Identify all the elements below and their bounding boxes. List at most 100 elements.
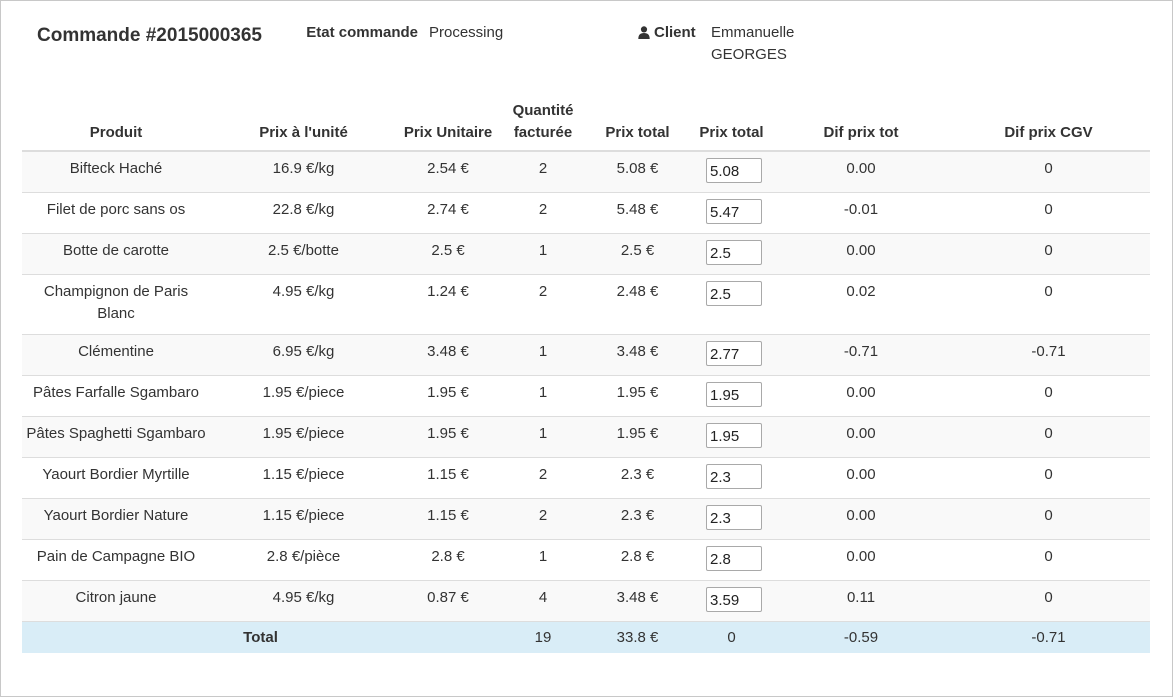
cell-dif-prix-cgv: 0 xyxy=(947,274,1150,335)
header-prix-total: Prix total xyxy=(587,100,688,152)
table-row: Pâtes Spaghetti Sgambaro 1.95 €/piece 1.95… xyxy=(22,416,1150,458)
cell-prix-total-input xyxy=(688,416,775,458)
cell-prix-total-input xyxy=(688,457,775,499)
prix-total-input[interactable] xyxy=(706,546,762,571)
cell-dif-prix-cgv: 0 xyxy=(947,233,1150,275)
cell-produit[interactable]: Filet de porc sans os xyxy=(22,192,210,234)
cell-produit[interactable]: Pâtes Farfalle Sgambaro xyxy=(22,375,210,417)
order-title: Commande #2015000365 xyxy=(37,25,262,46)
cell-prix-unitaire: 0.87 € xyxy=(397,580,499,622)
total-prix-total: 33.8 € xyxy=(587,621,688,653)
cell-prix-total-input xyxy=(688,375,775,417)
order-status-value: Processing xyxy=(429,24,504,41)
client-name: Emmanuelle GEORGES xyxy=(711,24,795,63)
prix-total-input[interactable] xyxy=(706,240,762,265)
cell-dif-prix-tot: 0.00 xyxy=(775,375,947,417)
cell-produit[interactable]: Champignon de Paris Blanc xyxy=(22,274,210,335)
cell-dif-prix-tot: 0.00 xyxy=(775,457,947,499)
header-prix-total-edit: Prix total xyxy=(688,100,775,152)
cell-prix-unite: 22.8 €/kg xyxy=(210,192,397,234)
cell-quantite: 1 xyxy=(499,539,587,581)
prix-total-input[interactable] xyxy=(706,505,762,530)
total-label: Total xyxy=(22,621,499,653)
cell-dif-prix-cgv: 0 xyxy=(947,498,1150,540)
cell-dif-prix-tot: 0.00 xyxy=(775,233,947,275)
cell-prix-unite: 2.5 €/botte xyxy=(210,233,397,275)
cell-produit[interactable]: Yaourt Bordier Nature xyxy=(22,498,210,540)
table-row: Yaourt Bordier Myrtille 1.15 €/piece 1.15 … xyxy=(22,457,1150,499)
cell-prix-unitaire: 2.54 € xyxy=(397,150,499,193)
cell-prix-total-input xyxy=(688,233,775,275)
cell-prix-total: 3.48 € xyxy=(587,334,688,376)
cell-dif-prix-tot: 0.00 xyxy=(775,416,947,458)
header-prix-unitaire: Prix Unitaire xyxy=(397,100,499,152)
cell-produit[interactable]: Yaourt Bordier Myrtille xyxy=(22,457,210,499)
cell-prix-total: 1.95 € xyxy=(587,375,688,417)
cell-prix-unitaire: 1.24 € xyxy=(397,274,499,335)
cell-prix-total: 2.3 € xyxy=(587,498,688,540)
cell-produit[interactable]: Bifteck Haché xyxy=(22,150,210,193)
prix-total-input[interactable] xyxy=(706,199,762,224)
table-row: Pain de Campagne BIO 2.8 €/pièce 2.8 €1 2.8… xyxy=(22,539,1150,581)
cell-prix-unitaire: 1.15 € xyxy=(397,498,499,540)
client-label-text: Client xyxy=(654,24,696,41)
order-lines-table: Produit Prix à l'unité Prix Unitaire Qua… xyxy=(22,100,1150,653)
client-label: Client xyxy=(638,24,696,41)
cell-prix-total-input xyxy=(688,580,775,622)
prix-total-input[interactable] xyxy=(706,341,762,366)
cell-produit[interactable]: Pâtes Spaghetti Sgambaro xyxy=(22,416,210,458)
cell-prix-unitaire: 3.48 € xyxy=(397,334,499,376)
cell-prix-unitaire: 2.74 € xyxy=(397,192,499,234)
total-dif-prix-cgv: -0.71 xyxy=(947,621,1150,653)
cell-prix-total: 1.95 € xyxy=(587,416,688,458)
cell-dif-prix-tot: 0.02 xyxy=(775,274,947,335)
total-quantite: 19 xyxy=(499,621,587,653)
cell-dif-prix-tot: -0.71 xyxy=(775,334,947,376)
cell-quantite: 1 xyxy=(499,233,587,275)
cell-quantite: 2 xyxy=(499,457,587,499)
cell-prix-total-input xyxy=(688,498,775,540)
cell-produit[interactable]: Botte de carotte xyxy=(22,233,210,275)
cell-dif-prix-cgv: 0 xyxy=(947,580,1150,622)
cell-dif-prix-cgv: -0.71 xyxy=(947,334,1150,376)
table-header-row: Produit Prix à l'unité Prix Unitaire Qua… xyxy=(22,100,1150,152)
user-icon xyxy=(638,26,650,39)
prix-total-input[interactable] xyxy=(706,158,762,183)
prix-total-input[interactable] xyxy=(706,587,762,612)
cell-dif-prix-tot: 0.00 xyxy=(775,498,947,540)
cell-produit[interactable]: Citron jaune xyxy=(22,580,210,622)
cell-dif-prix-cgv: 0 xyxy=(947,416,1150,458)
prix-total-input[interactable] xyxy=(706,423,762,448)
cell-dif-prix-tot: 0.11 xyxy=(775,580,947,622)
table-row: Pâtes Farfalle Sgambaro 1.95 €/piece 1.95 … xyxy=(22,375,1150,417)
header-dif-prix-cgv: Dif prix CGV xyxy=(947,100,1150,152)
order-status-label: Etat commande xyxy=(306,24,418,41)
cell-dif-prix-cgv: 0 xyxy=(947,192,1150,234)
cell-dif-prix-tot: 0.00 xyxy=(775,539,947,581)
cell-prix-total: 5.08 € xyxy=(587,150,688,193)
cell-prix-total: 3.48 € xyxy=(587,580,688,622)
prix-total-input[interactable] xyxy=(706,382,762,407)
header-quantite: Quantité facturée xyxy=(499,100,587,152)
cell-prix-unitaire: 1.95 € xyxy=(397,416,499,458)
table-row: Champignon de Paris Blanc 4.95 €/kg 1.24 €… xyxy=(22,274,1150,335)
cell-prix-unite: 1.15 €/piece xyxy=(210,498,397,540)
cell-dif-prix-cgv: 0 xyxy=(947,539,1150,581)
prix-total-input[interactable] xyxy=(706,281,762,306)
cell-quantite: 1 xyxy=(499,375,587,417)
cell-quantite: 2 xyxy=(499,150,587,193)
cell-produit[interactable]: Pain de Campagne BIO xyxy=(22,539,210,581)
cell-quantite: 2 xyxy=(499,274,587,335)
table-row: Yaourt Bordier Nature 1.15 €/piece 1.15 € 2… xyxy=(22,498,1150,540)
cell-quantite: 2 xyxy=(499,192,587,234)
cell-prix-unite: 2.8 €/pièce xyxy=(210,539,397,581)
total-prix-total-edit: 0 xyxy=(688,621,775,653)
cell-produit[interactable]: Clémentine xyxy=(22,334,210,376)
prix-total-input[interactable] xyxy=(706,464,762,489)
cell-prix-total-input xyxy=(688,150,775,193)
cell-prix-total-input xyxy=(688,192,775,234)
